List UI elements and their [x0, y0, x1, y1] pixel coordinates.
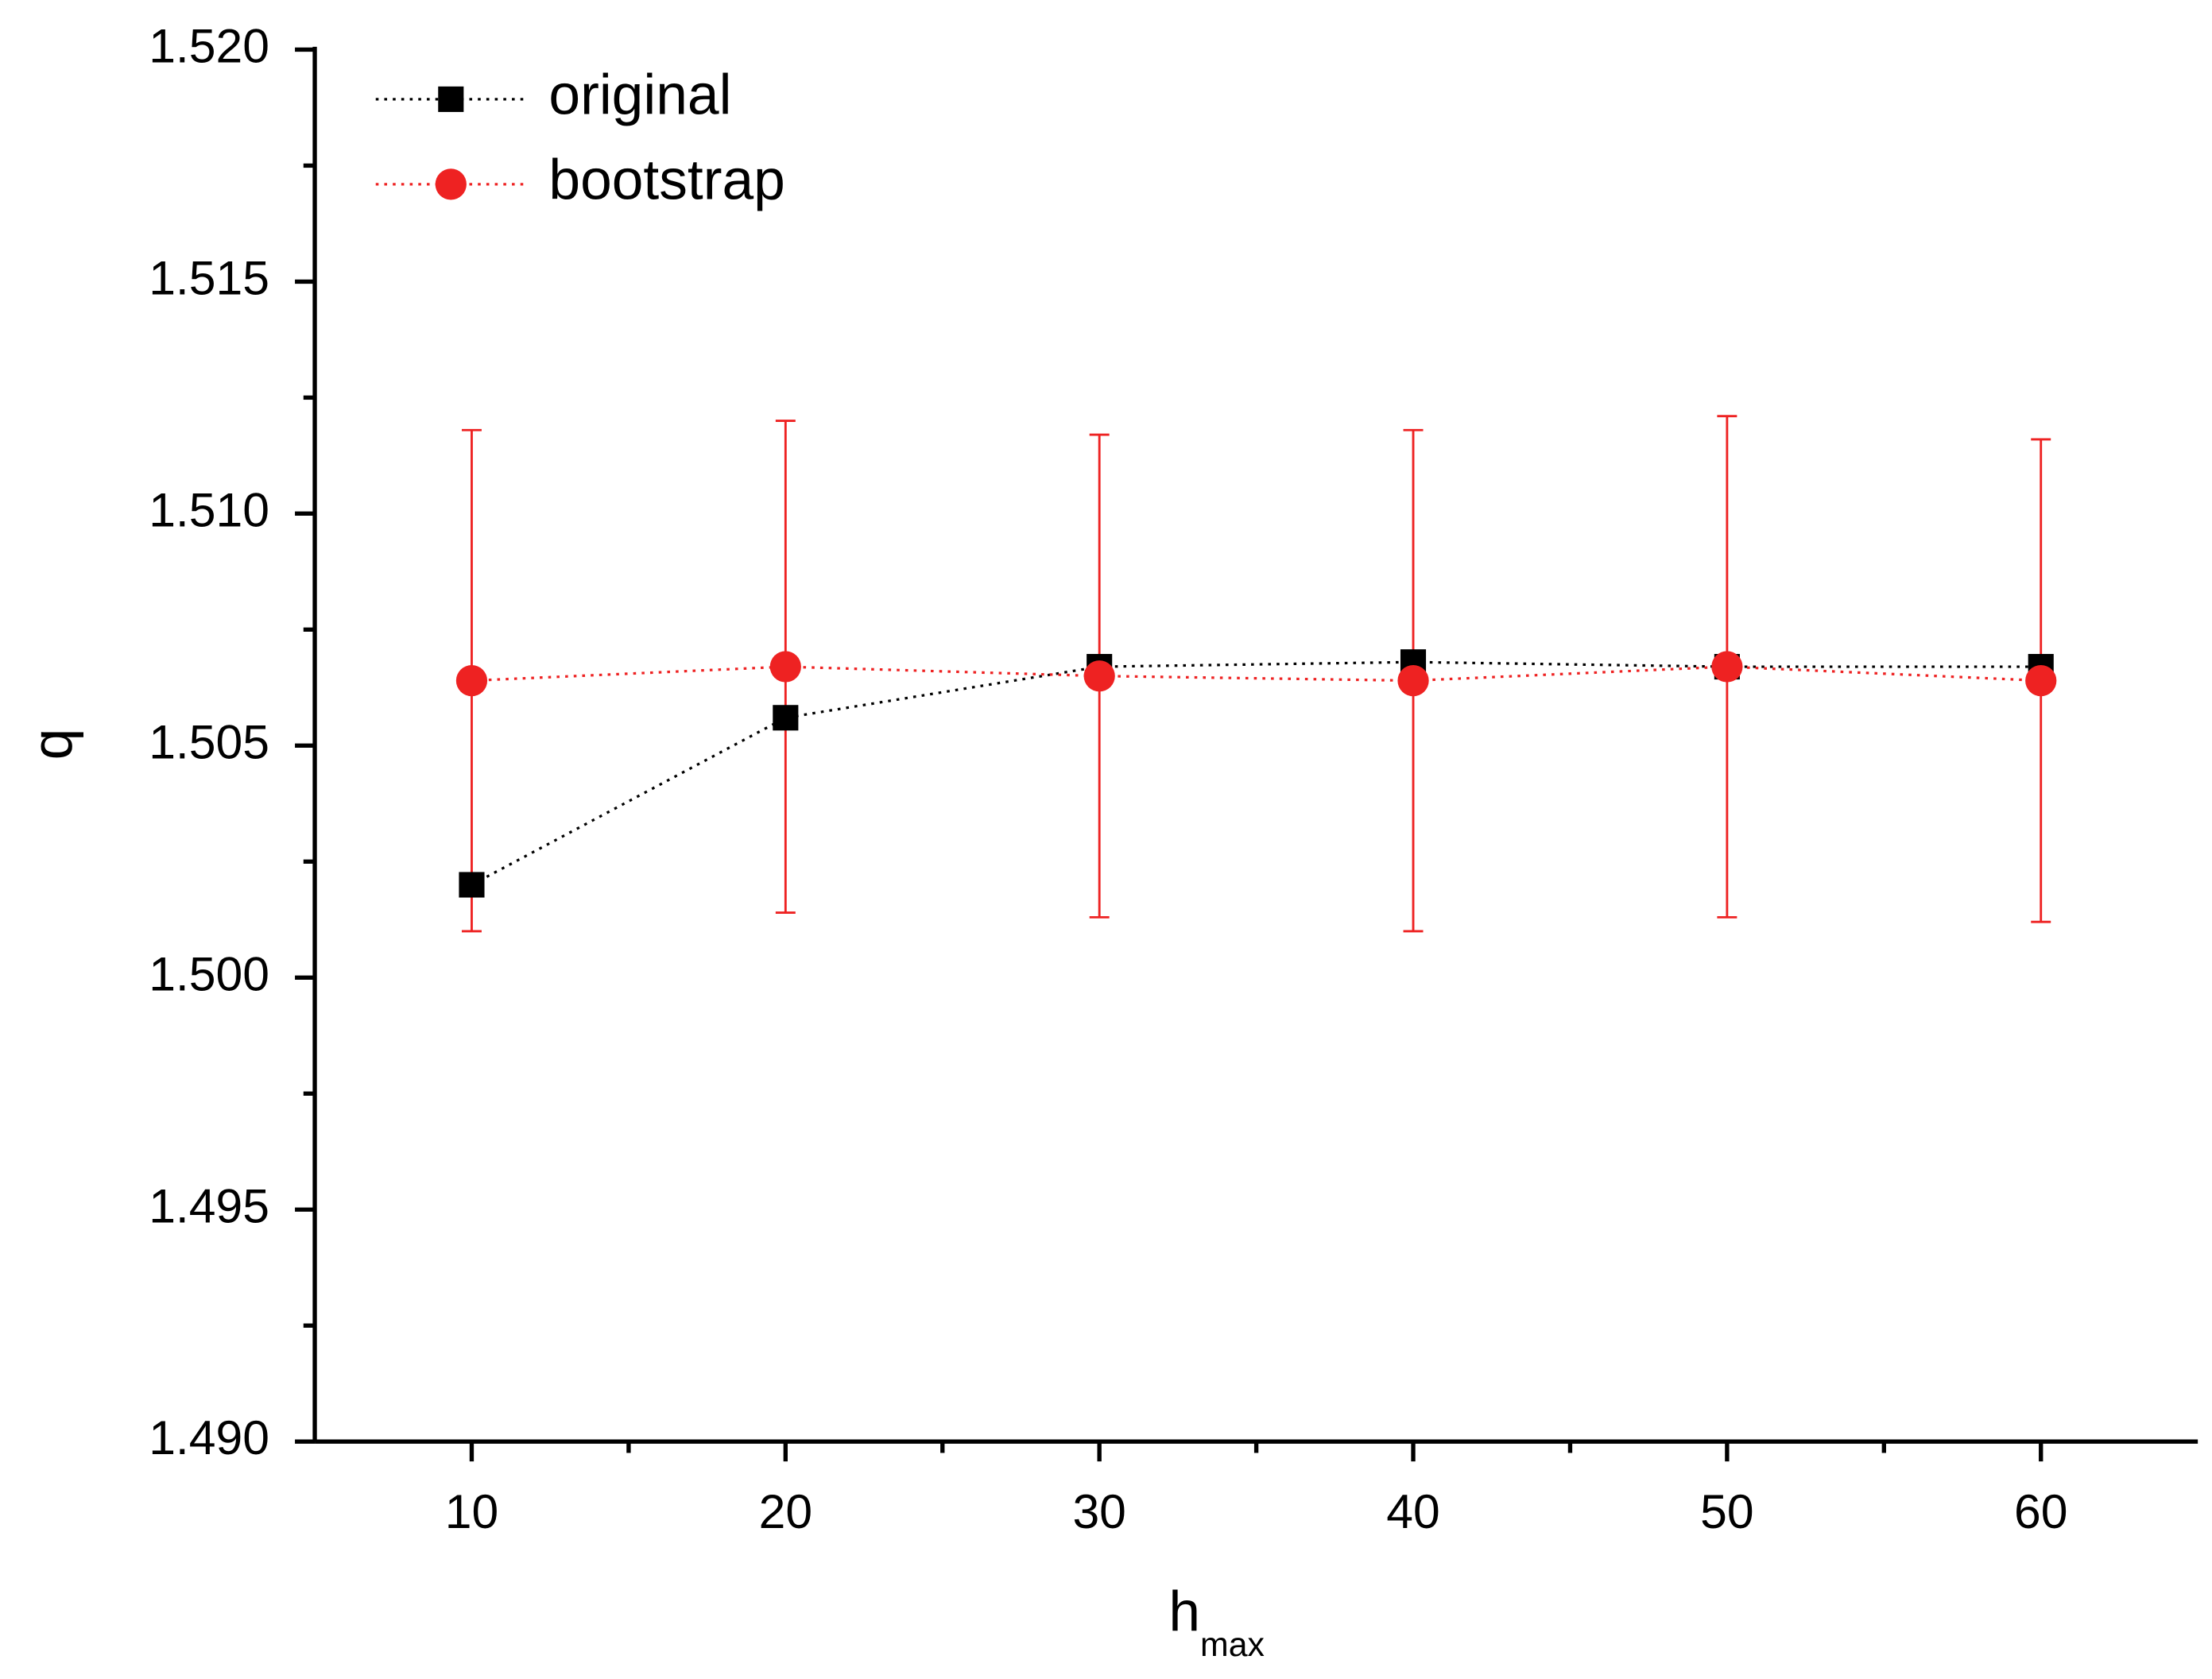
legend-label: bootstrap — [548, 149, 784, 212]
y-tick-label: 1.500 — [149, 946, 269, 1000]
series-line — [471, 660, 2041, 886]
x-tick-label: 10 — [445, 1484, 498, 1538]
y-tick-label: 1.520 — [149, 18, 269, 72]
x-axis-label: hmax — [1168, 1580, 1265, 1664]
x-axis-label-main: h — [1168, 1580, 1200, 1643]
x-tick-label: 30 — [1072, 1484, 1125, 1538]
x-tick-label: 40 — [1386, 1484, 1439, 1538]
data-point — [459, 872, 485, 898]
data-point — [2025, 664, 2057, 697]
legend-marker — [438, 86, 464, 112]
x-tick-label: 60 — [2014, 1484, 2067, 1538]
data-point — [1711, 651, 1743, 683]
y-tick-label: 1.505 — [149, 714, 269, 768]
y-tick-label: 1.510 — [149, 482, 269, 536]
data-point — [455, 664, 488, 697]
legend-label: original — [548, 64, 731, 127]
x-tick-label: 20 — [759, 1484, 812, 1538]
data-point — [1083, 660, 1115, 692]
series-line — [471, 665, 2041, 683]
y-tick-label: 1.515 — [149, 250, 269, 304]
x-axis-label-subscript: max — [1200, 1626, 1265, 1664]
y-tick-label: 1.495 — [149, 1178, 269, 1232]
data-point — [773, 705, 799, 731]
y-axis-label: q — [21, 729, 84, 760]
legend-marker — [435, 168, 467, 200]
data-point — [769, 651, 801, 683]
y-tick-label: 1.490 — [149, 1410, 269, 1464]
data-point — [1397, 664, 1429, 697]
x-tick-label: 50 — [1700, 1484, 1753, 1538]
